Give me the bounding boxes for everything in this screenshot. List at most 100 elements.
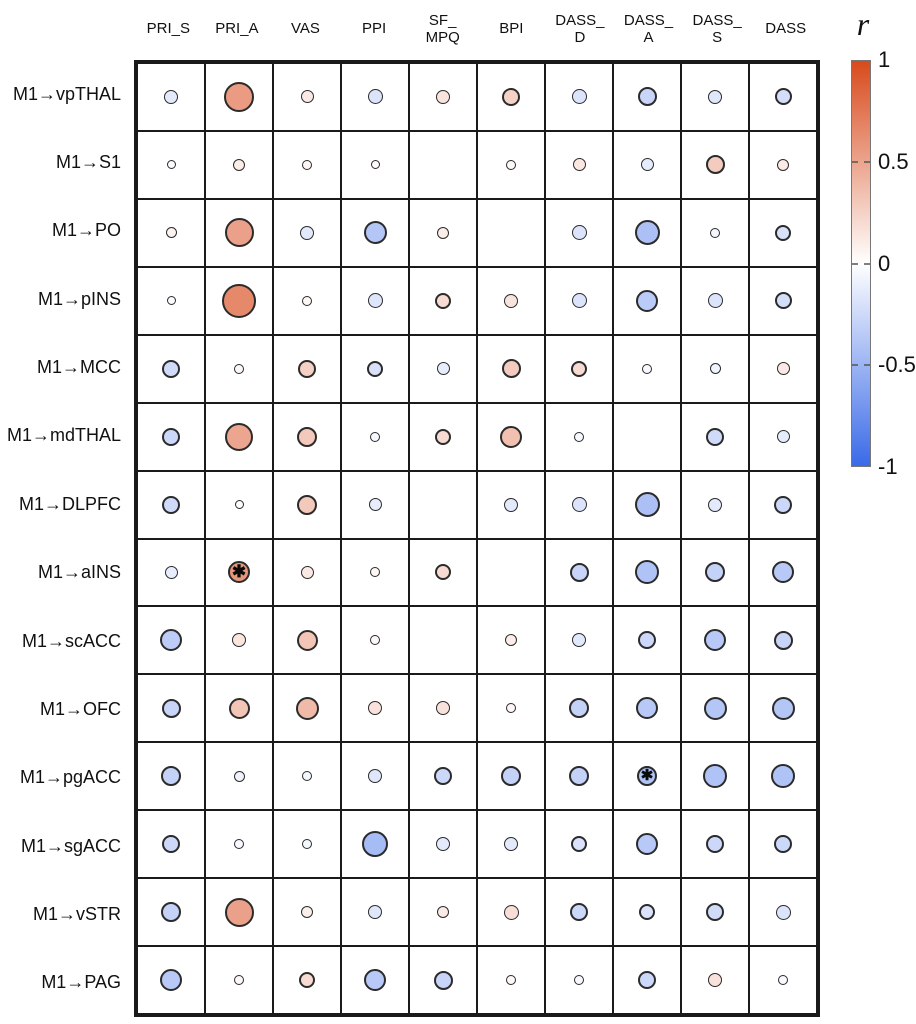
matrix-cell xyxy=(681,402,749,471)
correlation-dot xyxy=(574,431,584,442)
matrix-cell xyxy=(409,742,477,811)
matrix-cell xyxy=(545,130,613,199)
correlation-dot xyxy=(571,360,587,377)
correlation-dot xyxy=(160,969,182,992)
matrix-cell xyxy=(477,946,545,1014)
matrix-cell xyxy=(545,266,613,335)
correlation-dot xyxy=(370,160,380,170)
correlation-dot xyxy=(708,973,722,988)
correlation-dot xyxy=(572,158,586,172)
correlation-dot xyxy=(639,904,655,921)
correlation-dot xyxy=(640,158,654,172)
column-header-PPI: PPI xyxy=(362,20,387,37)
colorbar-tick-label-1: 1 xyxy=(878,47,891,72)
correlation-dot xyxy=(506,703,516,714)
correlation-dot xyxy=(774,88,792,106)
correlation-dot xyxy=(367,360,383,377)
matrix-cell xyxy=(545,63,613,131)
correlation-dot xyxy=(571,836,587,853)
correlation-dot xyxy=(234,975,244,986)
correlation-dot xyxy=(706,903,724,922)
matrix-cell xyxy=(477,334,545,403)
matrix-cell xyxy=(477,402,545,471)
row-label-8: M1→aINS xyxy=(37,562,121,583)
matrix-cell xyxy=(137,606,205,675)
matrix-cell xyxy=(477,810,545,879)
matrix-cell xyxy=(137,742,205,811)
matrix-cell xyxy=(613,538,681,607)
matrix-cell xyxy=(749,810,817,879)
correlation-dot xyxy=(436,89,450,104)
matrix-cell xyxy=(545,946,613,1014)
correlation-dot xyxy=(233,158,245,171)
correlation-dot xyxy=(775,224,791,241)
matrix-cell xyxy=(137,538,205,607)
correlation-dot xyxy=(363,221,387,245)
correlation-dot xyxy=(501,359,521,379)
colorbar-title: r xyxy=(856,6,870,42)
matrix-cell xyxy=(205,674,273,743)
matrix-grid: ✱ ✱ xyxy=(134,60,820,1017)
correlation-dot xyxy=(435,292,451,309)
correlation-dot xyxy=(224,81,254,112)
correlation-dot xyxy=(776,362,790,376)
correlation-dot xyxy=(300,565,314,579)
matrix-cell xyxy=(749,606,817,675)
matrix-cell xyxy=(341,470,409,539)
correlation-dot xyxy=(502,87,520,106)
correlation-dot xyxy=(162,427,180,446)
correlation-dot xyxy=(300,90,314,104)
matrix-cell xyxy=(205,742,273,811)
correlation-dot xyxy=(637,87,657,107)
column-header-DASS_S: DASS_ S xyxy=(692,11,742,46)
column-header-VAS: VAS xyxy=(291,20,320,37)
correlation-dot: ✱ xyxy=(228,561,250,584)
significance-asterisk: ✱ xyxy=(640,766,654,784)
matrix-cell xyxy=(205,810,273,879)
correlation-dot xyxy=(302,295,312,306)
row-label-10: M1→OFC xyxy=(40,698,121,719)
correlation-dot xyxy=(638,971,656,990)
correlation-dot xyxy=(370,635,380,646)
matrix-cell xyxy=(205,470,273,539)
matrix-cell xyxy=(749,674,817,743)
matrix-cell xyxy=(205,606,273,675)
matrix-cell xyxy=(681,674,749,743)
colorbar-tick-mark xyxy=(852,262,870,265)
matrix-cell xyxy=(477,266,545,335)
column-header-SF_MPQ: SF_ MPQ xyxy=(425,11,460,46)
correlation-dot xyxy=(234,500,244,510)
matrix-cell xyxy=(477,538,545,607)
correlation-dot xyxy=(505,634,517,647)
matrix-cell xyxy=(273,606,341,675)
column-header-PRI_A: PRI_A xyxy=(215,20,259,37)
matrix-cell xyxy=(205,198,273,267)
matrix-cell xyxy=(205,334,273,403)
correlation-dot xyxy=(234,839,244,850)
correlation-dot xyxy=(362,831,388,858)
correlation-dot xyxy=(506,159,516,170)
correlation-dot xyxy=(368,769,382,784)
correlation-dot xyxy=(364,969,386,992)
correlation-dot xyxy=(771,696,795,720)
correlation-dot xyxy=(771,764,795,789)
matrix-cell xyxy=(545,334,613,403)
matrix-cell xyxy=(273,130,341,199)
matrix-cell xyxy=(137,470,205,539)
correlation-dot xyxy=(367,293,383,309)
matrix-cell xyxy=(749,878,817,947)
correlation-dot xyxy=(500,425,522,448)
colorbar-gradient xyxy=(851,60,871,467)
matrix-cell xyxy=(273,810,341,879)
correlation-dot xyxy=(162,495,180,514)
correlation-dot xyxy=(368,905,382,920)
correlation-dot xyxy=(433,970,453,990)
row-label-5: M1→MCC xyxy=(37,357,121,378)
correlation-dot xyxy=(774,495,792,514)
matrix-cell xyxy=(545,470,613,539)
matrix-cell xyxy=(341,402,409,471)
matrix-cell xyxy=(613,606,681,675)
row-label-12: M1→sgACC xyxy=(20,835,121,856)
correlation-dot xyxy=(777,158,789,171)
